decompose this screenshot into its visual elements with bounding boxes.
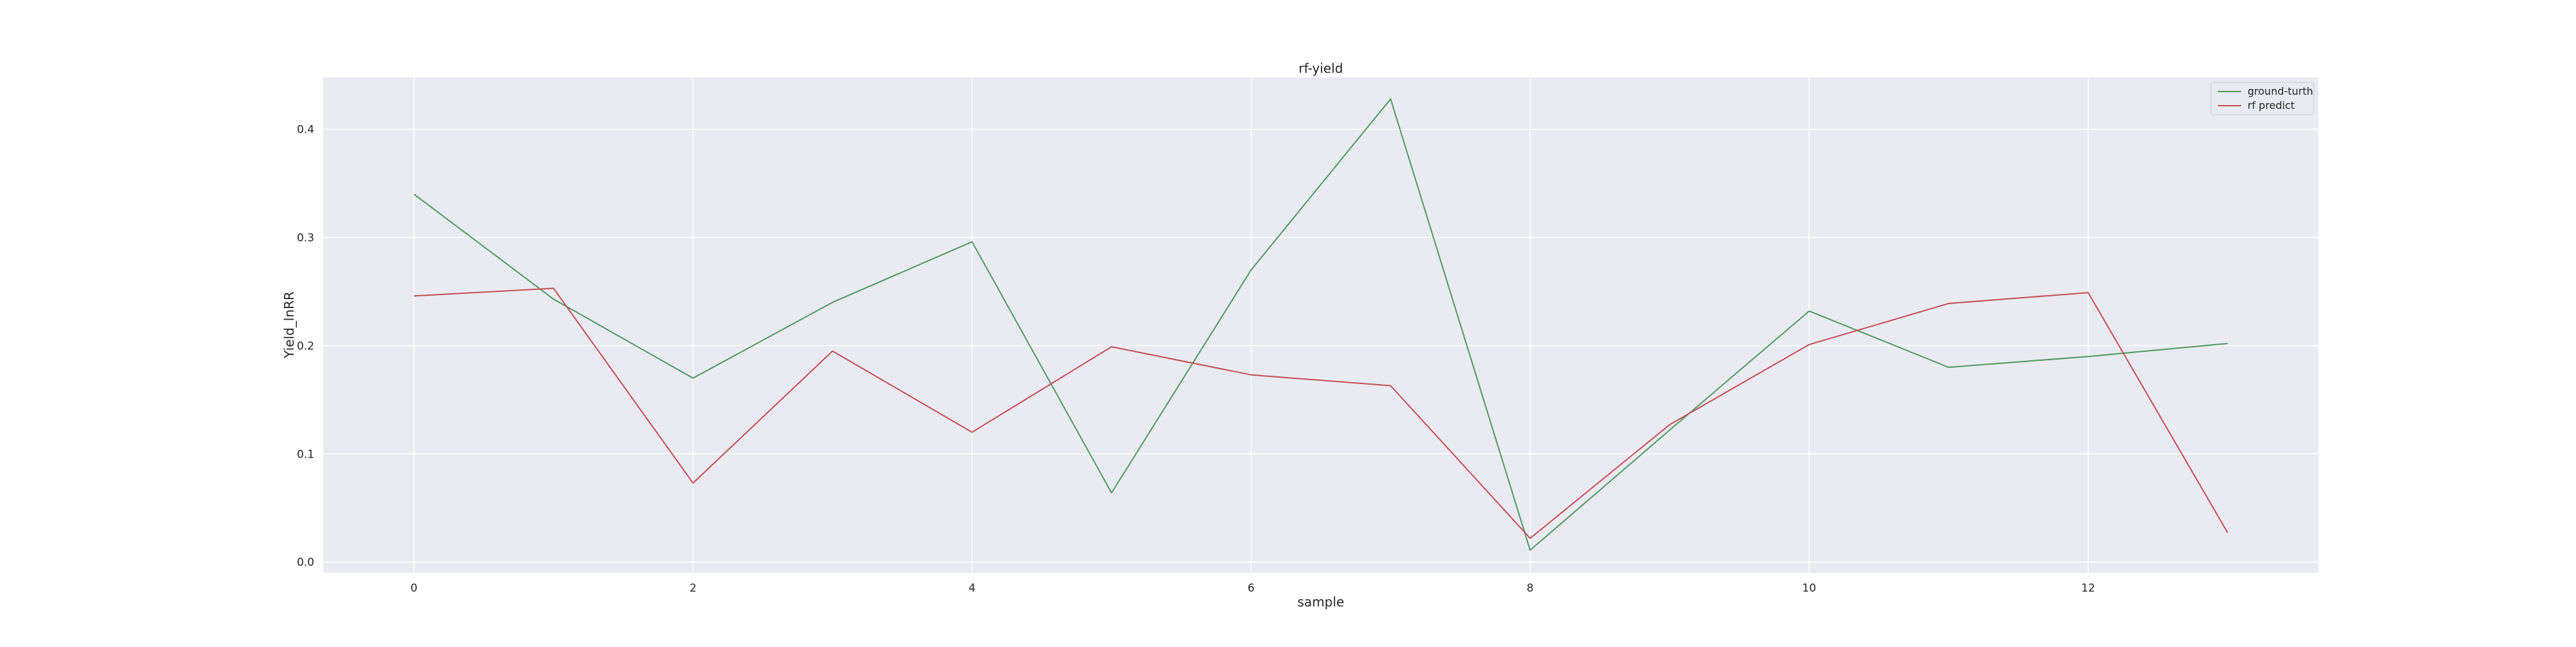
y-tick-label: 0.0 bbox=[297, 556, 314, 569]
legend: ground-turth rf predict bbox=[2210, 82, 2315, 115]
x-tick-label: 12 bbox=[2081, 582, 2096, 595]
grid-lines bbox=[323, 77, 2318, 573]
x-tick-label: 0 bbox=[410, 582, 417, 595]
x-axis-label: sample bbox=[1298, 594, 1345, 610]
y-tick-label: 0.2 bbox=[297, 340, 314, 352]
legend-label-rf-predict: rf predict bbox=[2248, 99, 2295, 111]
x-tick-label: 2 bbox=[690, 582, 697, 595]
x-tick-label: 4 bbox=[969, 582, 976, 595]
series-line-ground-turth bbox=[413, 98, 2228, 551]
y-axis-label: Yield_lnRR bbox=[281, 291, 297, 359]
y-tick-label: 0.3 bbox=[297, 231, 314, 244]
x-tick-label: 6 bbox=[1247, 582, 1255, 595]
y-tick-label: 0.1 bbox=[297, 448, 314, 461]
y-tick-label: 0.4 bbox=[297, 124, 314, 137]
x-tick-label: 8 bbox=[1527, 582, 1534, 595]
series-line-rf-predict bbox=[413, 287, 2229, 539]
plot-background bbox=[323, 77, 2318, 573]
legend-label-ground-turth: ground-turth bbox=[2248, 85, 2313, 97]
x-tick-label: 10 bbox=[1802, 582, 1816, 595]
chart-title: rf-yield bbox=[1299, 61, 1343, 76]
series-lines bbox=[413, 98, 2229, 551]
tick-labels: 0 2 4 6 8 10 12 0.0 0.1 0.2 0.3 0.4 bbox=[297, 124, 2095, 595]
legend-box bbox=[2210, 82, 2315, 115]
